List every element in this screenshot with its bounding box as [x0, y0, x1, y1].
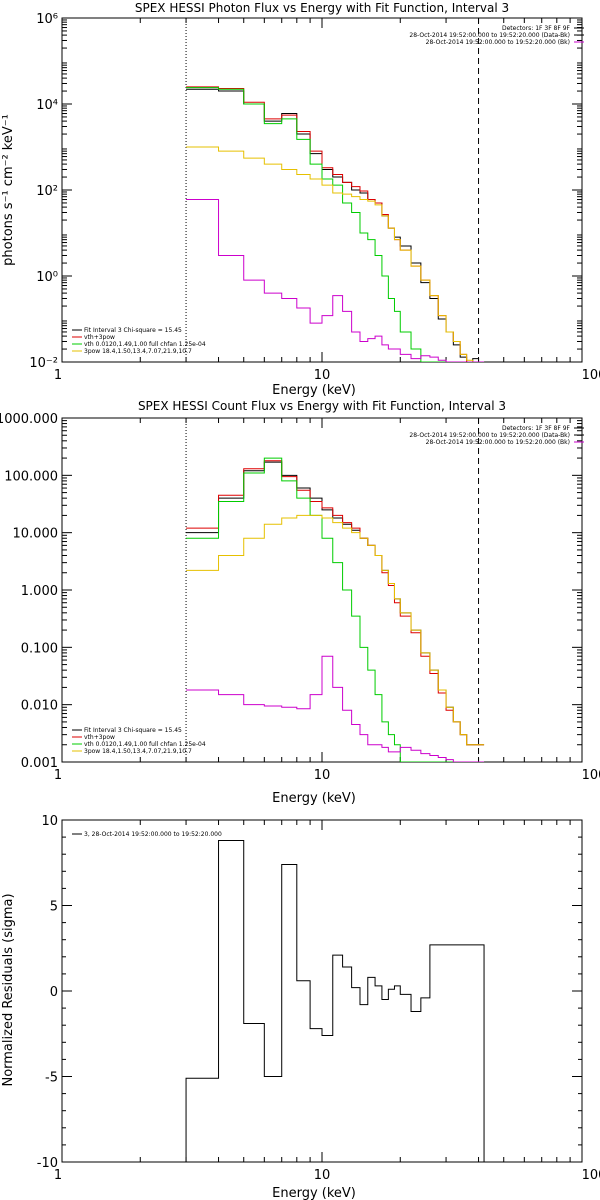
y-tick-label: 100.000 [4, 469, 58, 484]
legend-label: 28-Oct-2014 19:52:00.000 to 19:52:20.000… [426, 39, 570, 46]
chart-title: SPEX HESSI Photon Flux vs Energy with Fi… [135, 1, 509, 15]
series-line [186, 88, 485, 362]
legend-label: vth 0.0120,1.49,1.00 full chfan 1.25e-04 [84, 741, 206, 748]
series-line [186, 87, 485, 362]
series-line [186, 86, 485, 362]
series-group [186, 86, 485, 362]
plot-frame [61, 819, 583, 1163]
y-tick-label: 5 [50, 900, 58, 915]
legend-label: vth 0.0120,1.49,1.00 full chfan 1.25e-04 [84, 341, 206, 348]
y-tick-label: 10 [41, 814, 58, 829]
y-tick-label: -5 [45, 1071, 58, 1086]
y-tick-label: -10 [37, 1156, 58, 1171]
legend-label: 28-Oct-2014 19:52:00.000 to 19:52:20.000… [426, 439, 570, 446]
y-tick-label: 10⁴ [36, 98, 58, 113]
chart-title: SPEX HESSI Count Flux vs Energy with Fit… [138, 399, 506, 413]
legend-label: Detectors: 1F 3F 8F 9F [502, 425, 571, 432]
series-group [185, 840, 485, 1162]
x-axis-label: Energy (keV) [272, 1186, 356, 1200]
series-line [185, 840, 485, 1162]
x-tick-label: 100 [582, 768, 600, 783]
series-line [186, 655, 485, 762]
legend-label: 28-Oct-2014 19:52:00.000 to 19:52:20.000… [409, 32, 570, 39]
y-axis-label: photons s⁻¹ cm⁻² keV⁻¹ [1, 114, 16, 266]
y-tick-label: 0.100 [21, 641, 58, 656]
y-tick-label: 10⁰ [36, 270, 58, 285]
y-axis-label: Normalized Residuals (sigma) [1, 893, 16, 1086]
x-axis-label: Energy (keV) [272, 383, 356, 398]
count-flux-chart: SPEX HESSI Count Flux vs Energy with Fit… [0, 399, 600, 806]
legend-label: 3pow 18.4,1.50,13.4,7.07,21.9,10.7 [84, 748, 192, 755]
plot-frame [61, 417, 583, 763]
legend-label: Fit Interval 3 Chi-square = 15.45 [84, 327, 182, 334]
x-tick-label: 1 [54, 768, 62, 783]
y-tick-label: 10⁶ [36, 12, 58, 27]
y-tick-label: 10² [36, 184, 58, 199]
residuals-chart: 1 10 100 -10 -5 0 5 10 Energy (keV) Normalized Re… [1, 814, 600, 1200]
legend-label: Fit Interval 3 Chi-square = 15.45 [84, 727, 182, 734]
legend-label: 28-Oct-2014 19:52:00.000 to 19:52:20.000… [409, 432, 570, 439]
x-tick-label: 1 [54, 368, 62, 383]
series-line [186, 514, 485, 746]
y-tick-label: 10⁻² [29, 356, 58, 371]
y-tick-label: 10.000 [13, 527, 59, 542]
x-tick-label: 10 [314, 1168, 331, 1183]
y-tick-label: 1.000 [21, 584, 58, 599]
photon-flux-chart: SPEX HESSI Photon Flux vs Energy with Fi… [1, 1, 600, 398]
legend-label: vth+3pow [84, 734, 115, 741]
series-line [186, 146, 485, 362]
series-line [186, 199, 485, 362]
legend-label: 3pow 18.4,1.50,13.4,7.07,21.9,10.7 [84, 348, 192, 355]
series-group [186, 457, 485, 762]
series-line [186, 457, 485, 762]
x-tick-label: 100 [582, 1168, 600, 1183]
series-line [186, 460, 485, 746]
x-tick-label: 10 [314, 768, 331, 783]
series-line [186, 461, 485, 746]
x-tick-label: 10 [314, 368, 331, 383]
y-tick-label: 0.010 [21, 699, 58, 714]
legend-label: vth+3pow [84, 334, 115, 341]
y-tick-label: 1000.000 [0, 412, 58, 427]
legend-label: 3, 28-Oct-2014 19:52:00.000 to 19:52:20.… [84, 831, 222, 838]
legend-label: Detectors: 1F 3F 8F 9F [502, 25, 571, 32]
y-tick-label: 0.001 [21, 756, 58, 771]
x-tick-label: 100 [582, 368, 600, 383]
x-tick-label: 1 [54, 1168, 62, 1183]
y-tick-label: 0 [50, 985, 58, 1000]
plot-frame [61, 17, 583, 363]
x-axis-label: Energy (keV) [272, 791, 356, 806]
